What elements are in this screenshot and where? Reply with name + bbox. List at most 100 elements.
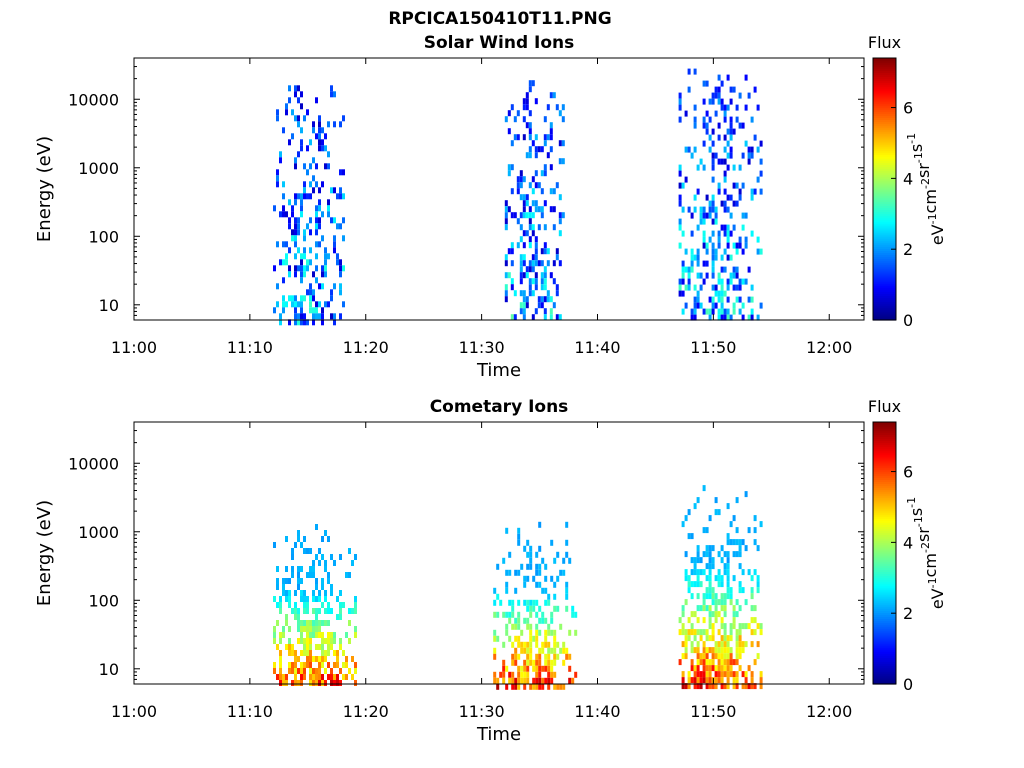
flux-cell (553, 647, 557, 654)
flux-cell (300, 127, 303, 134)
flux-cell (339, 289, 342, 296)
flux-cell (723, 551, 727, 558)
flux-cell (321, 650, 324, 656)
flux-cell (333, 319, 336, 326)
flux-cell (522, 206, 526, 213)
flux-cell (541, 677, 545, 684)
flux-cell (544, 587, 548, 594)
flux-cell (300, 271, 303, 278)
flux-cell (705, 659, 709, 666)
flux-cell (276, 620, 279, 626)
flux-cell (528, 278, 532, 285)
flux-cell (306, 289, 309, 296)
flux-cell (574, 629, 578, 636)
flux-cell (681, 308, 685, 315)
flux-cell (565, 605, 569, 612)
flux-cell (510, 188, 514, 195)
flux-cell (705, 527, 709, 534)
flux-cell (756, 176, 760, 183)
flux-cell (288, 638, 291, 644)
flux-cell (738, 92, 742, 99)
flux-cell (330, 289, 333, 296)
flux-cell (354, 680, 357, 686)
flux-cell (696, 617, 700, 624)
flux-cell (291, 205, 294, 212)
colorbar-segment (873, 285, 896, 288)
flux-cell (294, 217, 297, 224)
flux-cell (550, 539, 554, 546)
flux-cell (717, 290, 721, 297)
flux-cell (321, 271, 324, 278)
flux-cell (726, 551, 730, 558)
flux-cell (720, 104, 724, 111)
colorbar-segment (873, 497, 896, 501)
flux-cell (327, 662, 330, 668)
colorbar-segment (873, 313, 896, 317)
flux-cell (315, 277, 318, 284)
x-axis-label: Time (476, 360, 521, 381)
flux-cell (693, 314, 697, 321)
flux-cell (552, 224, 556, 231)
flux-cell (544, 641, 548, 648)
flux-cell (549, 92, 553, 99)
flux-cell (750, 230, 754, 237)
colorbar-segment (873, 649, 896, 652)
flux-cell (336, 614, 339, 620)
flux-cell (553, 659, 557, 666)
flux-cell (531, 278, 535, 285)
flux-cell (306, 596, 309, 602)
flux-cell (339, 313, 342, 320)
flux-cell (285, 566, 288, 572)
flux-cell (720, 599, 724, 606)
flux-cell (291, 109, 294, 116)
flux-cell (750, 314, 754, 321)
flux-cell (279, 211, 282, 218)
flux-cell (750, 617, 754, 624)
flux-cell (543, 170, 547, 177)
flux-cell (729, 659, 733, 666)
flux-cell (507, 164, 511, 171)
flux-cell (300, 632, 303, 638)
flux-cell (297, 668, 300, 674)
flux-cell (738, 188, 742, 195)
flux-cell (291, 554, 294, 560)
flux-cell (537, 260, 541, 267)
flux-cell (507, 206, 511, 213)
flux-cell (528, 80, 532, 87)
flux-cell (324, 560, 327, 566)
flux-cell (288, 295, 291, 302)
colorbar-segment (873, 283, 896, 286)
flux-cell (318, 656, 321, 662)
flux-cell (294, 199, 297, 206)
flux-cell (729, 116, 733, 123)
flux-cell (330, 644, 333, 650)
flux-cell (276, 301, 279, 308)
flux-cell (504, 254, 508, 261)
flux-cell (282, 127, 285, 134)
flux-cell (687, 581, 691, 588)
flux-cell (741, 182, 745, 189)
flux-cell (294, 662, 297, 668)
flux-cell (300, 668, 303, 674)
flux-cell (538, 605, 542, 612)
flux-cell (339, 259, 342, 266)
flux-cell (336, 680, 339, 686)
flux-cell (327, 578, 330, 584)
flux-cell (690, 260, 694, 267)
flux-cell (541, 647, 545, 654)
flux-cell (525, 212, 529, 219)
flux-cell (315, 313, 318, 320)
colorbar-segment (873, 475, 896, 478)
flux-cell (351, 608, 354, 614)
colorbar-tick-label: 0 (903, 675, 913, 694)
flux-cell (678, 629, 682, 636)
flux-cell (741, 587, 745, 594)
colorbar-segment (873, 503, 896, 507)
flux-cell (717, 551, 721, 558)
flux-cell (753, 605, 757, 612)
flux-cell (285, 536, 288, 542)
flux-cell (541, 617, 545, 624)
flux-cell (276, 602, 279, 608)
flux-cell (708, 545, 712, 552)
flux-cell (276, 578, 279, 584)
